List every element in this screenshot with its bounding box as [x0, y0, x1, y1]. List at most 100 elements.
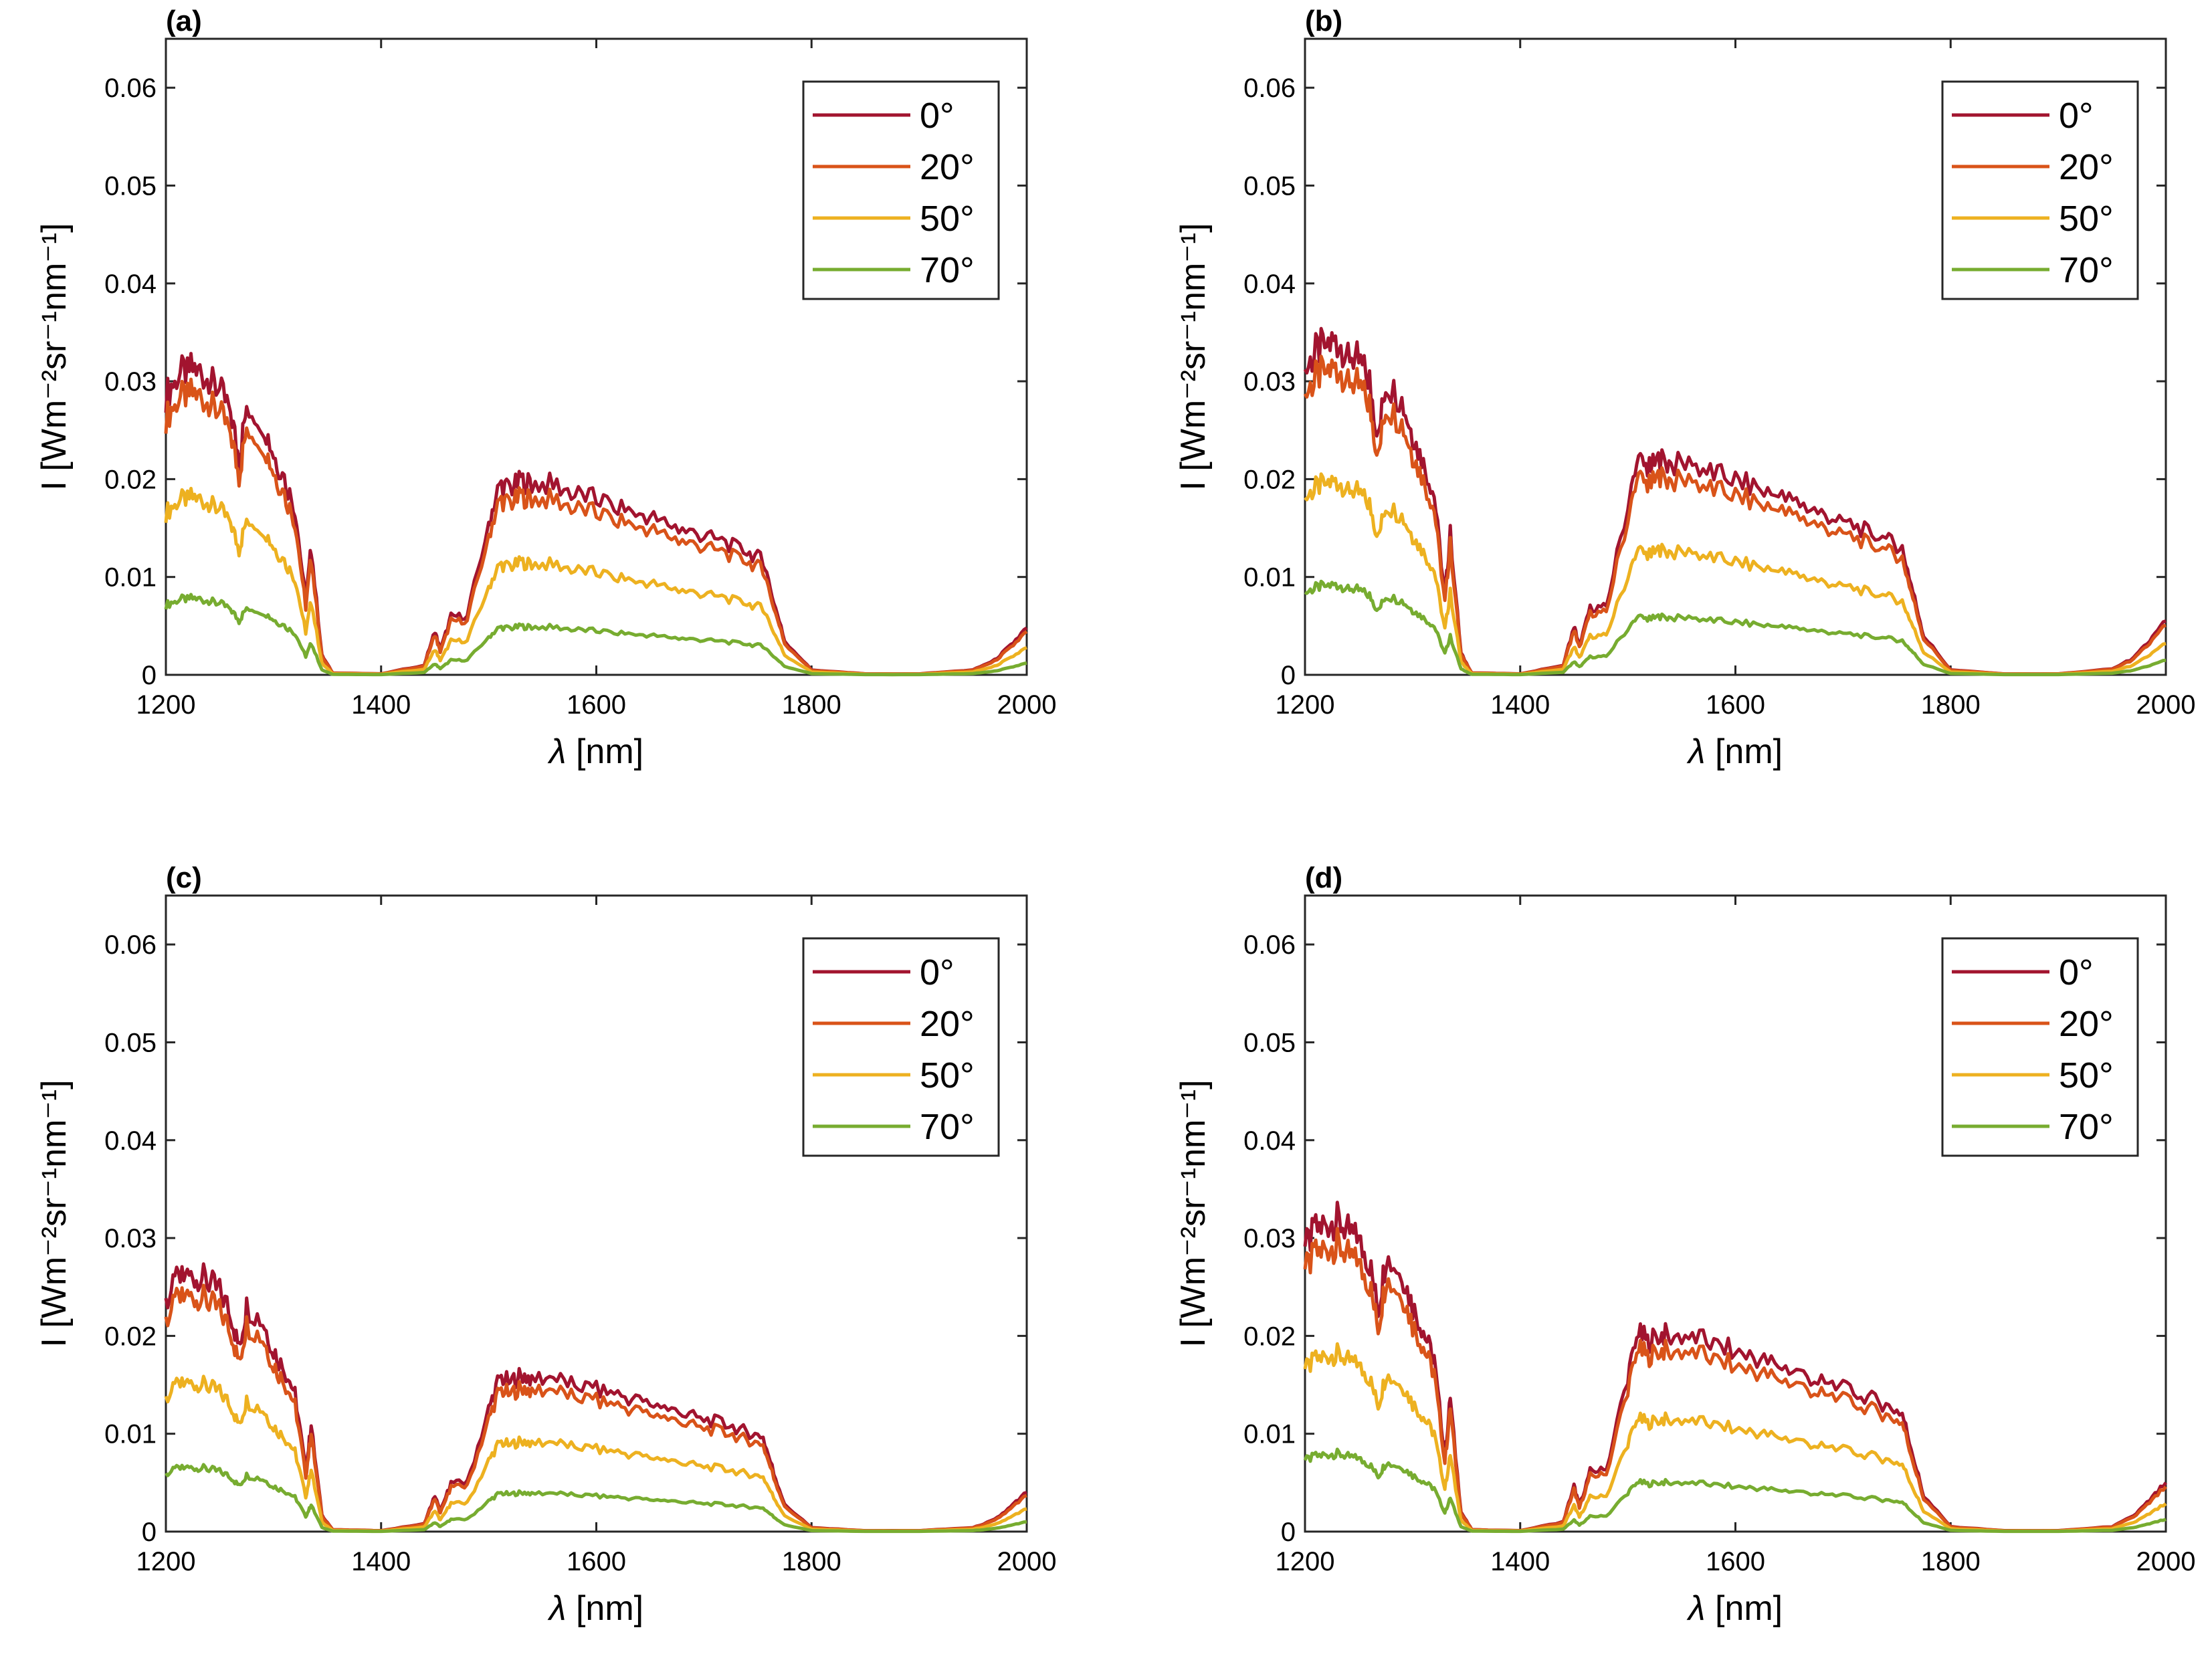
y-tick-label: 0.06	[104, 74, 157, 103]
legend-entry-3: 70°	[920, 1107, 975, 1147]
legend	[802, 937, 1000, 1157]
y-tick-label: 0.01	[1243, 563, 1296, 593]
panel-label: (d)	[1305, 861, 1342, 894]
series-line-2	[164, 486, 1027, 676]
chart-panel-2: 1200 1400 1600 1800 2000 0 0.01 0.02 0.03 0.04 0.0…	[35, 861, 1056, 1628]
x-axis-label: λ [nm]	[1686, 1589, 1783, 1628]
panel-label: (b)	[1305, 5, 1342, 37]
series-line-1	[1303, 354, 2167, 676]
y-tick-label: 0.05	[1243, 171, 1296, 201]
y-tick-label: 0.04	[1243, 270, 1296, 299]
y-tick-label: 0.02	[1243, 1322, 1296, 1351]
legend-entry-0: 0°	[920, 96, 954, 136]
y-tick-label: 0.04	[1243, 1126, 1296, 1156]
chart-panel-1: 1200 1400 1600 1800 2000 0 0.01 0.02 0.03 0.04 0.0…	[1174, 5, 2195, 771]
legend	[802, 80, 1000, 300]
x-axis-symbol: λ	[547, 1589, 576, 1628]
x-tick-label: 1600	[567, 690, 626, 720]
x-tick-label: 1600	[1706, 1547, 1765, 1576]
y-tick-label: 0.02	[104, 1322, 157, 1351]
legend-entry-2: 50°	[2059, 1055, 2114, 1096]
y-axis-label: I [Wm⁻²sr⁻¹nm⁻¹]	[35, 1079, 74, 1347]
y-tick-label: 0	[142, 661, 157, 690]
y-tick-label: 0.02	[104, 465, 157, 494]
series-line-2	[1303, 1342, 2167, 1533]
legend-entry-2: 50°	[2059, 199, 2114, 239]
x-tick-label: 1200	[1276, 690, 1335, 720]
x-tick-label: 2000	[997, 690, 1057, 720]
x-axis-symbol: λ	[1686, 732, 1715, 771]
legend-entry-3: 70°	[920, 250, 975, 290]
x-tick-label: 1200	[136, 1547, 196, 1576]
x-tick-label: 1600	[1706, 690, 1765, 720]
y-axis-label: I [Wm⁻²sr⁻¹nm⁻¹]	[35, 223, 74, 490]
y-tick-label: 0.03	[104, 367, 157, 397]
y-tick-label: 0.04	[104, 270, 157, 299]
legend-entry-0: 0°	[2059, 952, 2094, 993]
x-axis-label: λ [nm]	[547, 1589, 643, 1628]
x-axis-label: λ [nm]	[547, 732, 643, 771]
x-axis-unit: [nm]	[1715, 732, 1783, 771]
x-tick-label: 1400	[351, 690, 411, 720]
x-tick-label: 1200	[136, 690, 196, 720]
x-axis-unit: [nm]	[1715, 1589, 1783, 1628]
legend-entry-1: 20°	[920, 1004, 975, 1044]
legend-entry-2: 50°	[920, 1055, 975, 1096]
series-line-3	[164, 1463, 1027, 1534]
chart-panel-0: 1200 1400 1600 1800 2000 0 0.01 0.02 0.03 0.04 0.0…	[35, 5, 1056, 771]
y-tick-label: 0.02	[1243, 465, 1296, 494]
legend-entry-0: 0°	[2059, 96, 2094, 136]
legend	[1941, 937, 2139, 1157]
x-tick-label: 1400	[1490, 1547, 1550, 1576]
y-tick-label: 0.04	[104, 1126, 157, 1156]
x-tick-label: 2000	[2136, 1547, 2196, 1576]
x-axis-unit: [nm]	[576, 732, 643, 771]
x-axis-symbol: λ	[1686, 1589, 1715, 1628]
chart-panel-3: 1200 1400 1600 1800 2000 0 0.01 0.02 0.03 0.04 0.0…	[1174, 861, 2195, 1628]
series-line-1	[164, 1283, 1027, 1533]
legend-entry-3: 70°	[2059, 250, 2114, 290]
y-tick-label: 0.01	[104, 563, 157, 593]
panel-label: (c)	[166, 861, 202, 894]
x-tick-label: 1400	[351, 1547, 411, 1576]
y-tick-label: 0	[1281, 661, 1296, 690]
y-tick-label: 0.06	[1243, 930, 1296, 960]
series-line-2	[164, 1374, 1027, 1533]
y-tick-label: 0.05	[104, 1028, 157, 1057]
y-tick-label: 0.03	[104, 1224, 157, 1253]
y-tick-label: 0.06	[1243, 74, 1296, 103]
x-tick-label: 1600	[567, 1547, 626, 1576]
y-axis-label: I [Wm⁻²sr⁻¹nm⁻¹]	[1174, 1079, 1213, 1347]
panel-label: (a)	[166, 5, 202, 37]
x-tick-label: 2000	[2136, 690, 2196, 720]
x-tick-label: 1800	[1921, 690, 1981, 720]
y-tick-label: 0.06	[104, 930, 157, 960]
y-tick-label: 0.05	[104, 171, 157, 201]
y-tick-label: 0.01	[1243, 1420, 1296, 1449]
x-tick-label: 1800	[782, 1547, 841, 1576]
series-line-2	[1304, 472, 2167, 676]
x-tick-label: 2000	[997, 1547, 1057, 1576]
legend-entry-1: 20°	[2059, 1004, 2114, 1044]
x-tick-label: 1200	[1276, 1547, 1335, 1576]
x-tick-label: 1400	[1490, 690, 1550, 720]
x-axis-unit: [nm]	[576, 1589, 643, 1628]
series-line-0	[1303, 326, 2167, 676]
series-line-1	[164, 377, 1028, 676]
series-line-3	[1303, 1447, 2167, 1534]
series-line-1	[1303, 1227, 2168, 1533]
legend	[1941, 80, 2139, 300]
x-axis-symbol: λ	[547, 732, 576, 771]
legend-entry-1: 20°	[920, 147, 975, 187]
legend-entry-3: 70°	[2059, 1107, 2114, 1147]
y-tick-label: 0.03	[1243, 1224, 1296, 1253]
legend-entry-2: 50°	[920, 199, 975, 239]
y-tick-label: 0.03	[1243, 367, 1296, 397]
y-tick-label: 0.01	[104, 1420, 157, 1449]
y-tick-label: 0	[1281, 1518, 1296, 1547]
y-axis-label: I [Wm⁻²sr⁻¹nm⁻¹]	[1174, 223, 1213, 490]
series-line-3	[164, 593, 1027, 677]
x-tick-label: 1800	[782, 690, 841, 720]
legend-entry-0: 0°	[920, 952, 954, 993]
